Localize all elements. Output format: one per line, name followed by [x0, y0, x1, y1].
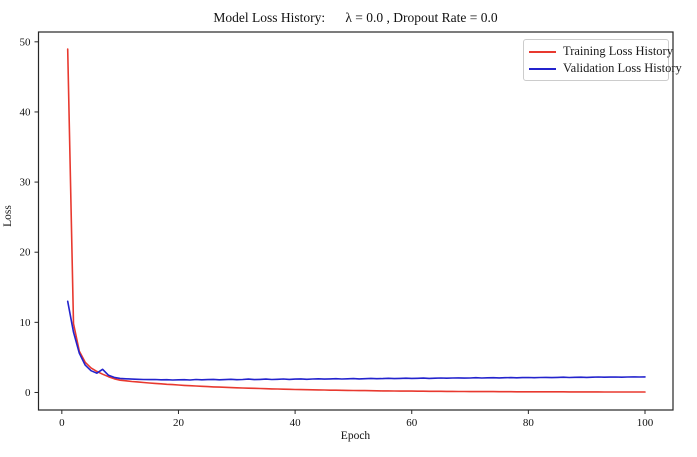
x-tick-label: 80: [523, 417, 535, 429]
legend-label-training: Training Loss History: [563, 44, 673, 58]
x-tick-label: 20: [173, 417, 185, 429]
training-loss-line: [66, 48, 646, 393]
x-tick-label: 40: [290, 417, 302, 429]
x-tick-label: 0: [59, 417, 65, 429]
training-line-swatch: [529, 50, 556, 53]
y-tick-label: 30: [20, 177, 32, 189]
legend-label-validation: Validation Loss History: [563, 61, 682, 75]
x-tick-label: 60: [406, 417, 418, 429]
validation-loss-line: [66, 300, 646, 381]
legend-item-validation: Validation Loss History: [529, 61, 682, 76]
legend: Training Loss History Validation Loss Hi…: [523, 39, 682, 81]
validation-line-swatch: [529, 67, 556, 70]
chart-title: Model Loss History: λ = 0.0 , Dropout Ra…: [213, 10, 498, 25]
y-tick-label: 50: [20, 36, 32, 48]
y-tick-label: 10: [20, 317, 32, 329]
legend-item-training: Training Loss History: [529, 44, 673, 59]
y-tick-label: 40: [20, 106, 32, 118]
y-tick-label: 0: [25, 387, 31, 399]
plot-border: [37, 31, 674, 411]
x-axis-label: Epoch: [340, 430, 371, 442]
x-tick-label: 100: [637, 417, 654, 429]
y-tick-label: 20: [20, 247, 32, 259]
